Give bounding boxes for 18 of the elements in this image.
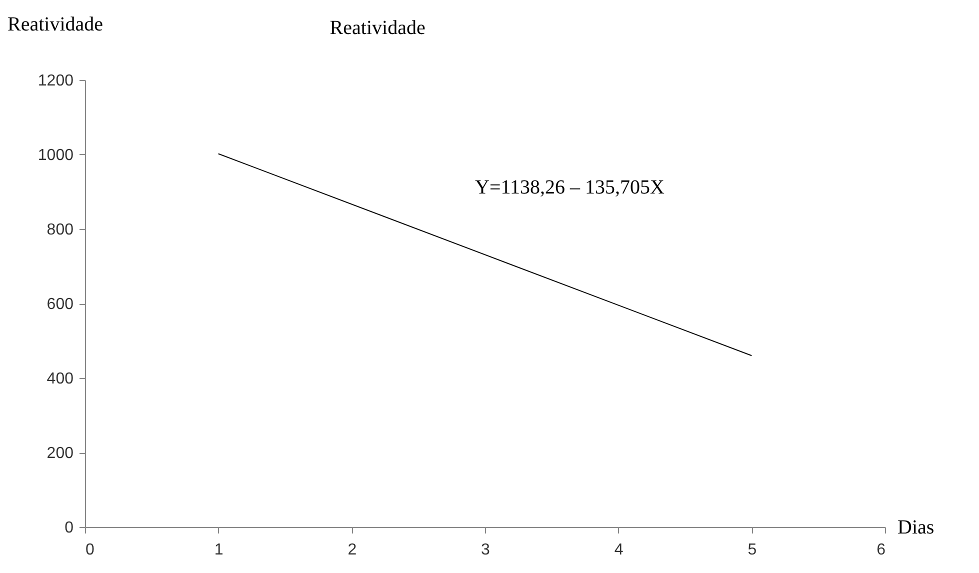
y-tick-label: 200: [46, 445, 74, 462]
x-tick-label: 6: [876, 542, 886, 558]
x-tick-label: 0: [86, 542, 94, 558]
annotation: Y=1138,26 – 135,705X: [475, 176, 665, 198]
x-tick-label: 4: [614, 542, 624, 558]
y-tick-label: 1200: [38, 72, 74, 90]
y-axis-title: Reatividade: [8, 14, 104, 36]
x-axis-title: Dias: [898, 516, 934, 538]
y-tick-label: 800: [46, 222, 74, 238]
x-tick-label: 5: [748, 542, 757, 558]
y-tick-label: 600: [46, 296, 74, 313]
y-tick-label: 400: [46, 370, 74, 388]
x-tick-label: 1: [214, 542, 224, 558]
x-tick-label: 2: [348, 542, 357, 558]
y-tick-label: 1000: [38, 147, 74, 164]
x-tick-label: 3: [481, 542, 490, 558]
y-tick-label: 0: [64, 520, 74, 536]
chart-title: Reatividade: [330, 17, 426, 39]
